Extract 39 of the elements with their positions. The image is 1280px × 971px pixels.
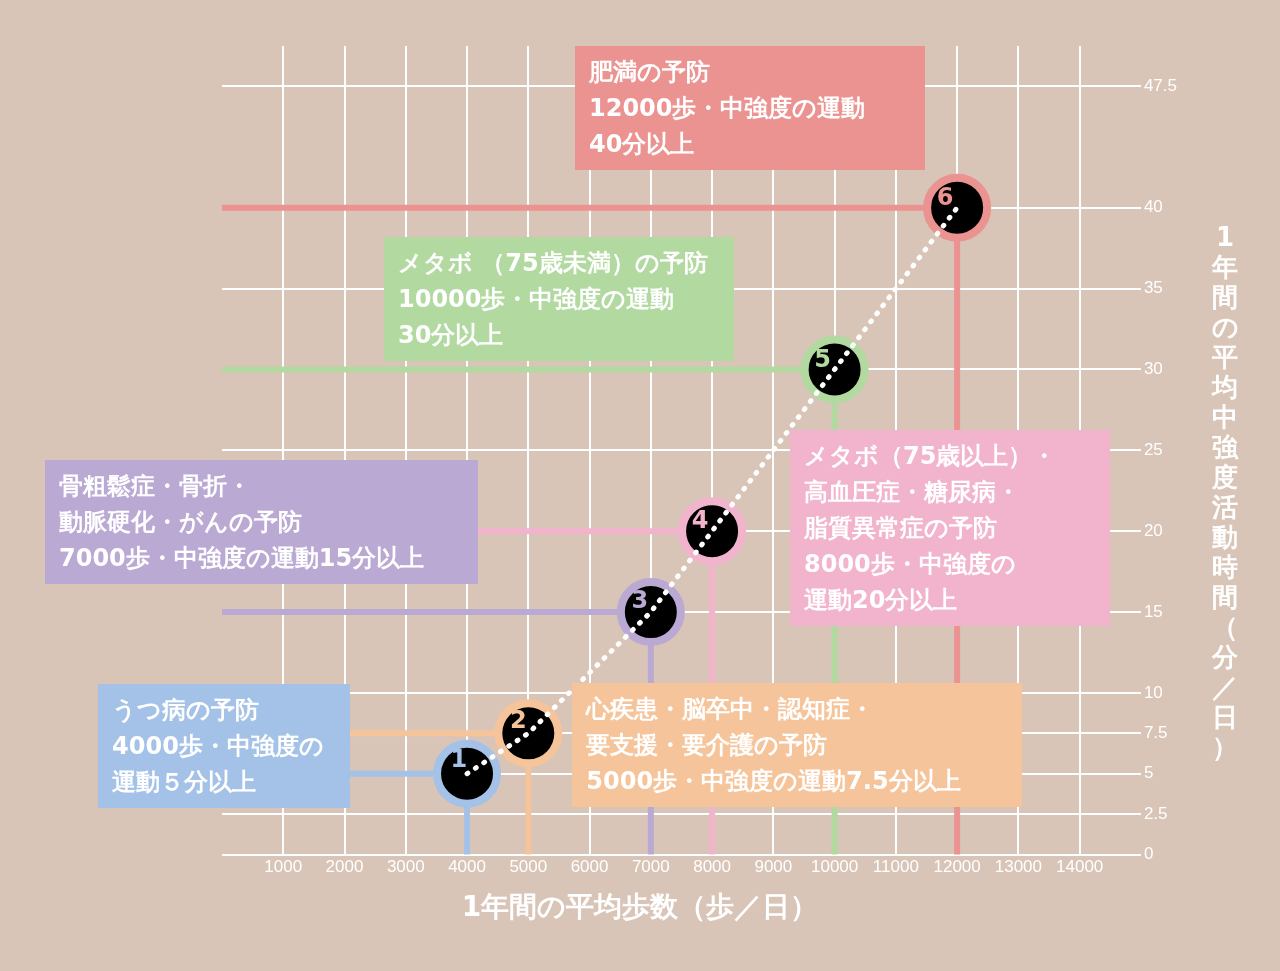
annotation: 6 xyxy=(936,182,954,211)
x-tick-label: 3000 xyxy=(386,857,425,877)
x-tick-label: 1000 xyxy=(264,857,303,877)
annotation: 骨粗鬆症・骨折・動脈硬化・がんの予防 7000歩・中強度の運動15分以上 xyxy=(45,460,478,584)
x-tick-label: 12000 xyxy=(933,857,981,877)
x-axis-title: 1年間の平均歩数（歩／日） xyxy=(460,889,820,925)
y-tick-label: 30 xyxy=(1143,359,1163,379)
x-tick-label: 14000 xyxy=(1056,857,1104,877)
y-tick-label: 35 xyxy=(1143,278,1163,298)
annotation: 5 xyxy=(814,344,831,373)
x-tick-label: 7000 xyxy=(631,857,670,877)
y-tick-label: 10 xyxy=(1143,682,1163,702)
y-tick-label: 0 xyxy=(1143,844,1154,864)
x-tick-label: 5000 xyxy=(509,857,548,877)
x-tick-label: 11000 xyxy=(872,857,919,877)
y-tick-label: 20 xyxy=(1143,520,1163,540)
y-tick-label: 47.5 xyxy=(1143,76,1178,96)
text: 1年間の平均中強度活動時間（分／日） xyxy=(1211,222,1239,762)
y-tick-label: 40 xyxy=(1143,197,1163,217)
annotation: メタボ（75歳以上）・高血圧症・糖尿病・脂質異常症の予防 8000歩・中強度の運動20分以上 xyxy=(790,430,1110,626)
x-tick-label: 4000 xyxy=(448,857,486,877)
y-tick-label: 7.5 xyxy=(1143,723,1168,742)
x-tick-label: 9000 xyxy=(754,857,793,877)
annotation: 3 xyxy=(631,586,649,615)
annotation: 4 xyxy=(691,506,709,535)
x-tick-label: 2000 xyxy=(325,857,364,877)
annotation: 1 xyxy=(450,745,468,774)
x-tick-label: 13000 xyxy=(994,857,1043,877)
x-tick-label: 6000 xyxy=(570,857,609,877)
x-tick-label: 10000 xyxy=(810,857,859,877)
annotation: メタボ （75歳未満）の予防 10000歩・中強度の運動 30分以上 xyxy=(384,237,734,361)
y-tick-label: 15 xyxy=(1143,601,1163,621)
annotation: 心疾患・脳卒中・認知症・要支援・要介護の予防 5000歩・中強度の運動7.5分以上 xyxy=(572,683,1023,808)
y-tick-label: 25 xyxy=(1143,439,1163,459)
annotation: 2 xyxy=(510,706,527,735)
x-tick-label: 8000 xyxy=(693,857,731,877)
y-tick-label: 5 xyxy=(1143,763,1154,783)
annotation: 肥満の予防 12000歩・中強度の運動 40分以上 xyxy=(575,46,925,170)
y-tick-label: 2.5 xyxy=(1143,803,1168,823)
